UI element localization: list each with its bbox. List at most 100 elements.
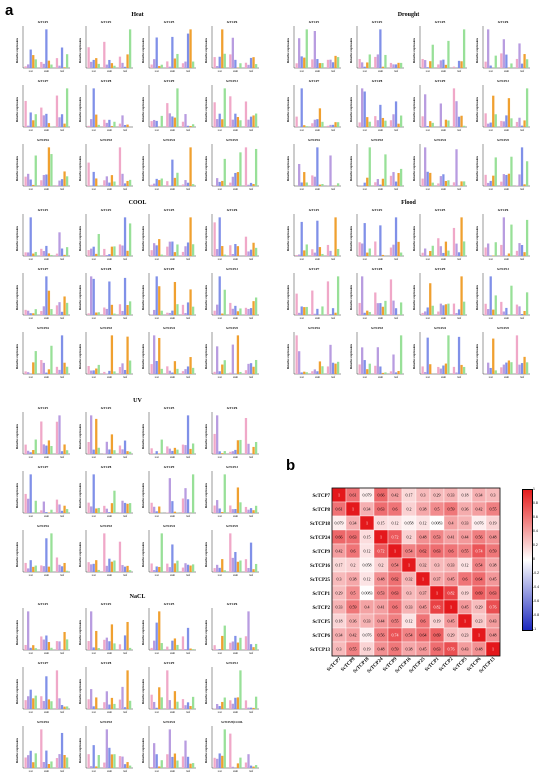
mini-bar (184, 114, 186, 127)
mini-bar (103, 372, 105, 374)
mini-bar (250, 58, 252, 68)
mini-bar (239, 561, 241, 573)
mini-bar (66, 303, 68, 315)
mini-bar (492, 339, 494, 374)
mini-bar (319, 247, 321, 256)
mini-bar (255, 149, 257, 186)
tissue-label: leaf (394, 258, 398, 261)
mini-bar (35, 309, 37, 315)
mini-bar (88, 699, 90, 709)
mini-bar (174, 58, 176, 68)
mini-bar (153, 120, 155, 127)
mini-bar (395, 101, 397, 127)
mini-bar (232, 120, 234, 127)
heatmap-cell-value: 0.4 (449, 521, 454, 526)
mini-bar (463, 367, 465, 374)
mini-bar (306, 307, 308, 315)
mini-bar (516, 122, 518, 127)
mini-bar (377, 303, 379, 315)
mini-bar (453, 182, 455, 186)
mini-bar (332, 308, 334, 315)
tissue-label: stem (441, 129, 446, 132)
mini-bar (43, 363, 45, 374)
tissue-label: stem (170, 129, 175, 132)
mini-bar (169, 67, 171, 68)
mini-bar (95, 178, 97, 186)
mini-bar (458, 337, 460, 374)
mini-bar (429, 364, 431, 374)
mini-bar (516, 59, 518, 68)
mini-bar (93, 60, 95, 68)
colorbar-tick-label: -0.8 (533, 613, 539, 617)
heatmap-cell-value: 0.72 (378, 549, 385, 554)
mini-bar (169, 729, 171, 768)
mini-bar (48, 440, 50, 454)
mini-bar (43, 444, 45, 454)
mini-bar (503, 311, 505, 315)
tissue-label: stem (233, 188, 238, 191)
mini-bar (189, 289, 191, 315)
tissue-label: leaf (520, 258, 524, 261)
tissue-label: leaf (123, 456, 127, 459)
mini-bar (111, 126, 113, 127)
heatmap-cell-value: 0.59 (490, 549, 497, 554)
heatmap-cell-value: 0.41 (378, 605, 385, 610)
mini-bar (500, 367, 502, 374)
mini-bar (516, 305, 518, 315)
tissue-label: stem (504, 317, 509, 320)
heatmap-cell-value: 0.63 (490, 591, 497, 596)
mini-bar (379, 225, 381, 256)
tissue-label: root (218, 258, 222, 261)
heatmap-cell-value: 0.3 (421, 493, 426, 498)
tissue-label: root (300, 129, 304, 132)
mini-bar (176, 54, 178, 68)
mini-bar (298, 164, 300, 186)
mini-bar (153, 507, 155, 513)
mini-bar (366, 369, 368, 374)
mini-bar (32, 762, 34, 768)
mini-bar (50, 346, 52, 374)
heatmap-cell-value: 0.56 (378, 633, 385, 638)
mini-bar (129, 503, 131, 513)
mini-bar (400, 253, 402, 256)
mini-bar (88, 250, 90, 256)
tissue-label: stem (44, 129, 49, 132)
tissue-label: leaf (186, 376, 190, 379)
mini-bar (153, 702, 155, 709)
tissue-label: leaf (457, 258, 461, 261)
mini-bar (424, 94, 426, 127)
mini-bar (377, 347, 379, 374)
mini-bar (27, 696, 29, 709)
mini-bar (239, 308, 241, 315)
mini-bar (445, 242, 447, 256)
tissue-label: stem (378, 188, 383, 191)
tissue-label: root (218, 456, 222, 459)
mini-bar (390, 248, 392, 256)
heatmap-cell-value: 0.42 (476, 507, 483, 512)
stress-title: Drought (285, 12, 532, 18)
mini-bar (40, 62, 42, 68)
mini-bar (176, 88, 178, 127)
mini-bar (397, 242, 399, 256)
tissue-label: root (363, 70, 367, 73)
mini-bar (126, 670, 128, 709)
tissue-label: root (363, 376, 367, 379)
mini-bar (440, 246, 442, 256)
tissue-label: stem (233, 258, 238, 261)
mini-bar (239, 440, 241, 454)
mini-bar (98, 64, 100, 68)
mini-bar (453, 228, 455, 256)
mini-bar (103, 640, 105, 650)
mini-bar (492, 310, 494, 315)
mini-bar (485, 62, 487, 68)
tissue-label: leaf (186, 770, 190, 773)
mini-bar (255, 697, 257, 709)
heatmap-cell-value: 0.37 (420, 591, 427, 596)
mini-bar (490, 368, 492, 374)
